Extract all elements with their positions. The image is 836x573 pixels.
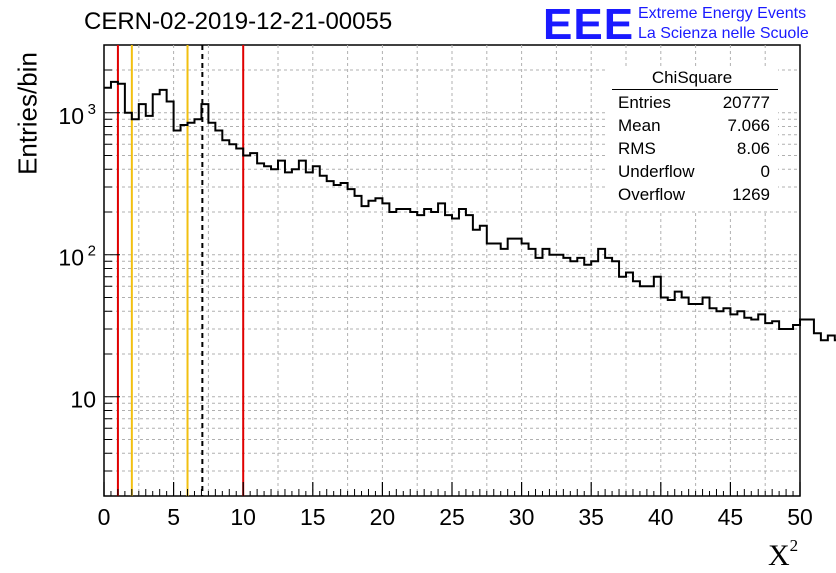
x-tick-label: 20 [370, 504, 396, 530]
x-axis-label: X2 [768, 536, 798, 573]
x-tick-label: 50 [787, 504, 813, 530]
x-tick-label: 45 [718, 504, 744, 530]
y-axis-label: Entries/bin [12, 52, 43, 175]
x-tick-label: 5 [167, 504, 180, 530]
stats-label: Mean [618, 116, 661, 135]
x-tick-label: 0 [98, 504, 111, 530]
stats-label: RMS [618, 139, 656, 158]
logo-line-1: Extreme Energy Events [638, 5, 807, 22]
x-tick-label: 35 [578, 504, 604, 530]
stats-row-mean: Mean 7.066 [618, 116, 770, 138]
x-axis-label-superscript: 2 [789, 536, 799, 555]
stats-row-rms: RMS 8.06 [618, 139, 770, 161]
stats-value: 0 [760, 162, 770, 181]
x-tick-label: 30 [509, 504, 535, 530]
stats-value: 7.066 [727, 116, 770, 135]
grid-lines [104, 45, 800, 496]
stats-row-overflow: Overflow 1269 [618, 185, 770, 207]
stats-box: ChiSquare Entries 20777 Mean 7.066 RMS 8… [606, 68, 778, 210]
stats-label: Overflow [618, 185, 686, 204]
stats-label: Underflow [618, 162, 695, 181]
y-tick-exponent: 3 [88, 101, 96, 118]
stats-divider [612, 89, 778, 90]
x-tick-label: 10 [230, 504, 256, 530]
stats-value: 1269 [732, 185, 770, 204]
x-axis-label-text: X [768, 539, 790, 572]
x-tick-label: 25 [439, 504, 465, 530]
stats-row-entries: Entries 20777 [618, 93, 770, 115]
histogram-series [104, 80, 836, 342]
run-title: CERN-02-2019-12-21-00055 [84, 8, 393, 35]
y-tick-label: 10 [58, 103, 84, 129]
eee-logo: EEE [543, 0, 635, 49]
y-tick-label: 10 [70, 387, 96, 413]
x-tick-label: 15 [300, 504, 326, 530]
stats-title: ChiSquare [651, 68, 733, 87]
x-tick-label: 40 [648, 504, 674, 530]
stats-value: 20777 [722, 93, 770, 112]
stats-value: 8.06 [736, 139, 770, 158]
y-tick-label: 10 [58, 245, 84, 271]
stats-label: Entries [618, 93, 671, 112]
y-tick-exponent: 2 [88, 243, 96, 260]
logo-line-2: La Scienza nelle Scuole [638, 25, 809, 42]
stats-row-underflow: Underflow 0 [618, 162, 770, 184]
